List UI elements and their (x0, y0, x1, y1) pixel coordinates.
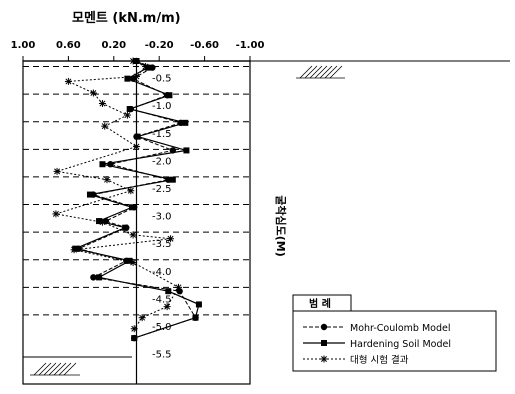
y-tick-label: -2.0 (152, 156, 172, 167)
series-1-point (90, 274, 97, 281)
series-3-point (142, 63, 150, 71)
series-2-point (166, 92, 173, 99)
series-3-point (127, 187, 135, 195)
series-3-point (129, 57, 137, 65)
series-2-point (183, 147, 190, 154)
series-2-point (169, 176, 176, 183)
series-3-point (133, 143, 140, 151)
y-ticks: -0.5 -1.0 -1.5 -2.0 -2.5 -3.0 -3.5 -4.0 -4.5 -5.0… (152, 74, 172, 361)
y-tick-label: -5.0 (152, 322, 172, 333)
series-3-point (163, 303, 171, 311)
series-3-point (174, 283, 182, 291)
y-tick-label: -4.0 (152, 267, 172, 278)
legend-items: Mohr-Coulomb Model Hardening Soil Model 대형… (303, 323, 451, 366)
series-2-point (195, 301, 202, 308)
legend-label-3: 대형 시험 결과 (350, 355, 409, 366)
legend-marker-1 (320, 323, 328, 331)
series-2-point (96, 274, 103, 281)
x-tick-label: -0.20 (145, 40, 174, 51)
series-3-point (89, 89, 97, 97)
ground-hatch-bottom (30, 362, 80, 376)
y-tick-label: -3.5 (152, 239, 172, 250)
series-3-point (64, 77, 72, 85)
series-2-point (86, 191, 93, 198)
series-2-point (99, 161, 106, 168)
legend-label-2: Hardening Soil Model (350, 339, 451, 350)
x-tick-label: -0.60 (190, 40, 219, 51)
series (52, 57, 202, 342)
legend: 범 례 Mohr-Coulomb Model Hardening Soil Mod… (292, 294, 497, 372)
chart-title: 모멘트 (kN.m/m) (72, 10, 181, 26)
series-3-point (133, 72, 140, 80)
series-3-point (130, 325, 138, 333)
series-3-point (138, 314, 146, 322)
series-3-point (70, 246, 78, 254)
legend-title: 범 례 (309, 297, 331, 310)
legend-marker-2 (321, 340, 327, 346)
series-3-point (123, 111, 131, 119)
series-3-point (52, 210, 60, 218)
y-axis-label: 굴착심도(M) (274, 195, 288, 256)
y-tick-label: -2.5 (152, 184, 172, 195)
y-tick-label: -0.5 (152, 74, 172, 85)
series-2-point (144, 64, 151, 71)
x-tick-label: 1.00 (11, 40, 36, 51)
series-2-point (192, 314, 199, 321)
series-3-point (98, 100, 106, 108)
series-2-point (122, 224, 129, 231)
x-ticks: 1.00 0.60 0.20 -0.20 -0.60 -1.00 (11, 40, 265, 61)
series-3-point (103, 176, 111, 184)
series-line-3 (55, 60, 180, 329)
x-tick-label: 0.20 (101, 40, 126, 51)
series-3-point (167, 235, 175, 243)
series-3-point (129, 231, 137, 239)
series-3-point (129, 258, 137, 266)
series-2-point (96, 218, 103, 225)
x-tick-label: 0.60 (56, 40, 81, 51)
series-2-point (124, 75, 131, 82)
series-2-point (128, 204, 135, 211)
legend-marker-3 (320, 355, 328, 363)
legend-label-1: Mohr-Coulomb Model (350, 323, 451, 334)
ground-hatch-right (296, 65, 345, 79)
series-2-point (182, 119, 189, 126)
y-tick-label: -4.5 (152, 294, 172, 305)
x-tick-label: -1.00 (236, 40, 265, 51)
series-2-point (126, 106, 133, 113)
series-3-point (98, 218, 106, 226)
y-tick-label: -1.5 (152, 129, 172, 140)
series-2-point (134, 133, 141, 140)
series-2-point (165, 288, 172, 295)
series-2-point (126, 257, 133, 264)
y-tick-label: -5.5 (152, 350, 172, 361)
y-tick-label: -1.0 (152, 101, 172, 112)
y-tick-label: -3.0 (152, 212, 172, 223)
series-3-point (101, 122, 109, 130)
series-3-point (53, 167, 61, 175)
legend-box (292, 310, 497, 372)
series-2-point (131, 335, 138, 342)
